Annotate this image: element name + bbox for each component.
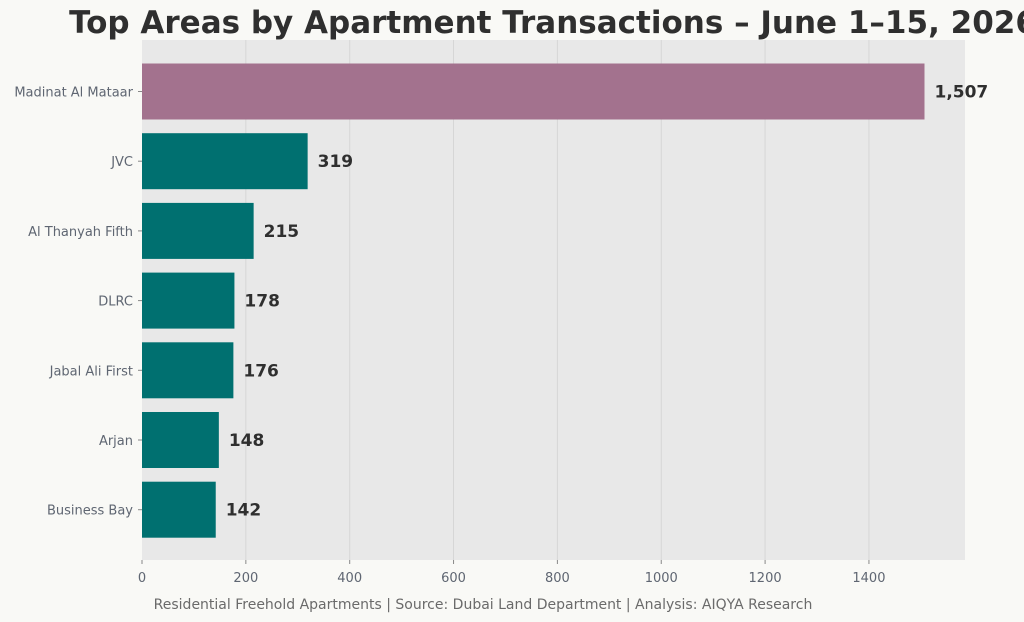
x-tick-label: 1200 [749,571,782,586]
x-axis-ticks: 0 200 400 600 800 1000 1200 1400 [138,560,885,586]
data-label: 215 [264,222,300,242]
x-tick-label: 400 [337,571,362,586]
category-label: JVC [110,155,133,170]
category-label: Jabal Ali First [49,364,133,379]
bar [142,133,308,190]
x-tick-label: 800 [545,571,570,586]
data-label: 142 [226,501,261,521]
data-label: 1,507 [934,83,988,103]
category-labels: Madinat Al Mataar JVC Al Thanyah Fifth DLRC… [14,86,142,519]
x-tick-label: 1400 [852,571,885,586]
plot-area [142,40,965,560]
chart-title: Top Areas by Apartment Transactions – Ju… [69,5,1024,41]
category-label: Madinat Al Mataar [14,86,133,101]
data-label: 176 [243,361,279,381]
value-labels: 1,507 319 215 178 176 148 142 [226,83,989,521]
x-tick-label: 600 [441,571,466,586]
data-label: 319 [318,152,354,172]
x-tick-label: 1000 [645,571,678,586]
category-label: Arjan [99,434,133,449]
bar [142,481,216,538]
chart-caption: Residential Freehold Apartments | Source… [154,597,813,613]
bar [142,63,925,120]
category-label: Business Bay [47,504,133,519]
bar [142,412,219,468]
bars [142,63,925,538]
x-tick-label: 0 [138,571,146,586]
bar [142,272,235,329]
bar [142,342,234,399]
data-label: 178 [244,292,280,312]
bar [142,202,254,259]
data-label: 148 [229,431,265,451]
category-label: DLRC [98,295,133,310]
category-label: Al Thanyah Fifth [28,225,133,240]
x-tick-label: 200 [233,571,258,586]
grid-lines [245,40,870,560]
